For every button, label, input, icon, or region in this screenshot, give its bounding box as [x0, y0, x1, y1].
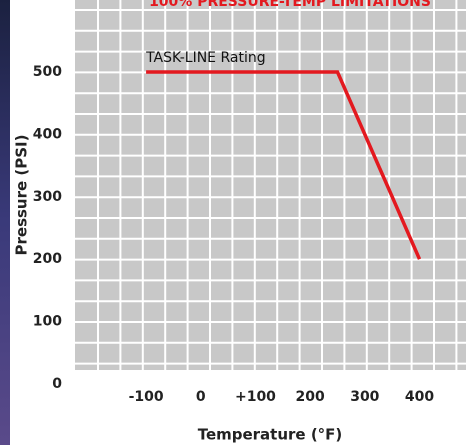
x-tick-label: 300 [350, 389, 379, 405]
y-tick-label: 200 [33, 251, 62, 267]
chart-title: 100% PRESSURE-TEMP LIMITATIONS [149, 0, 431, 10]
x-axis-label: Temperature (°F) [198, 426, 343, 444]
y-tick-label: 100 [33, 314, 62, 330]
plot-background [75, 0, 466, 370]
y-axis-label: Pressure (PSI) [13, 135, 31, 256]
plot-area [75, 0, 466, 370]
y-tick-label: 0 [52, 376, 62, 392]
x-tick-label: -100 [129, 389, 164, 405]
x-tick-label: 400 [405, 389, 434, 405]
annotation: TASK-LINE Rating [145, 50, 266, 66]
x-tick-label: 200 [296, 389, 325, 405]
x-tick-label: 0 [196, 389, 206, 405]
x-tick-label: +100 [235, 389, 276, 405]
y-tick-label: 500 [33, 64, 62, 80]
y-tick-label: 400 [33, 126, 62, 142]
y-tick-label: 300 [33, 189, 62, 205]
side-strip [0, 0, 10, 445]
data-line [146, 70, 422, 260]
